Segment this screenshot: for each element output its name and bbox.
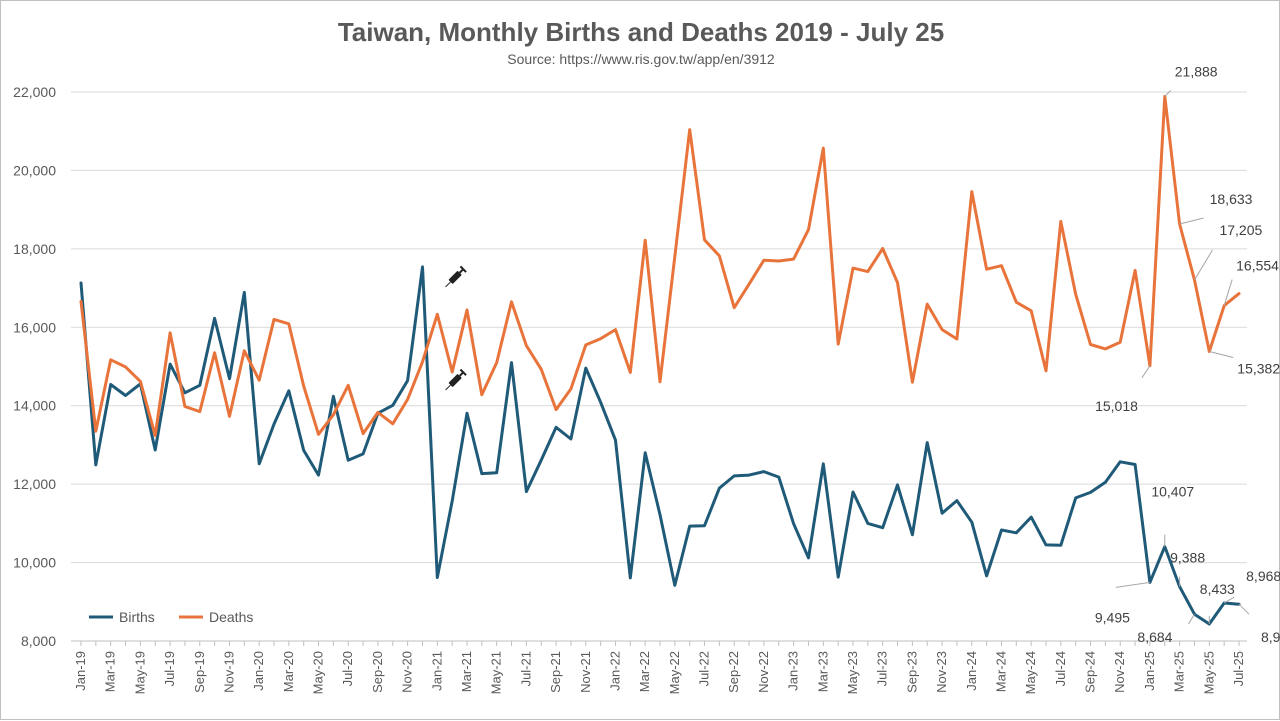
- data-label-births: 8,684: [1137, 629, 1172, 645]
- leader-line: [1115, 581, 1150, 588]
- x-tick-label: Nov-19: [221, 651, 236, 693]
- data-label-deaths: 17,205: [1219, 222, 1262, 238]
- y-tick-label: 22,000: [13, 84, 56, 100]
- leader-line: [1194, 249, 1213, 281]
- x-tick-label: Mar-22: [637, 651, 652, 692]
- data-label-births: 9,495: [1095, 609, 1130, 625]
- x-tick-label: Jan-22: [607, 651, 622, 691]
- leader-line: [1164, 90, 1172, 97]
- x-tick-label: Jan-23: [786, 651, 801, 691]
- data-label-deaths: 16,554: [1236, 258, 1279, 274]
- x-tick-label: Jul-23: [875, 651, 890, 686]
- y-tick-label: 12,000: [13, 476, 56, 492]
- x-tick-label: Sep-23: [904, 651, 919, 693]
- x-tick-label: Nov-21: [578, 651, 593, 693]
- x-tick-label: Nov-20: [400, 651, 415, 693]
- data-label-births: 8,939: [1261, 629, 1280, 645]
- x-tick-label: Mar-21: [459, 651, 474, 692]
- data-label-deaths: 15,382: [1237, 361, 1280, 377]
- y-axis: 8,000 10,000 12,000 14,000 16,000 18,000 20,00…: [13, 84, 56, 649]
- y-tick-label: 20,000: [13, 162, 56, 178]
- x-tick-label: Nov-24: [1112, 651, 1127, 693]
- series-line-births: [79, 265, 1241, 626]
- x-tick-label: Sep-21: [548, 651, 563, 693]
- y-tick-label: 8,000: [21, 633, 56, 649]
- series-lines: [79, 94, 1241, 626]
- x-tick-label: Jul-25: [1231, 651, 1246, 686]
- y-tick-label: 14,000: [13, 398, 56, 414]
- y-tick-label: 16,000: [13, 319, 56, 335]
- leader-line: [1141, 365, 1151, 379]
- x-tick-label: Mar-24: [993, 651, 1008, 692]
- chart-subtitle: Source: https://www.ris.gov.tw/app/en/39…: [507, 51, 775, 67]
- x-tick-label: Jul-21: [518, 651, 533, 686]
- x-tick-label: Jul-22: [697, 651, 712, 686]
- leader-line: [1188, 613, 1195, 625]
- chart-title: Taiwan, Monthly Births and Deaths 2019 -…: [338, 17, 944, 47]
- y-tick-label: 10,000: [13, 555, 56, 571]
- x-tick-label: Sep-20: [370, 651, 385, 693]
- legend-label-deaths: Deaths: [209, 609, 253, 625]
- data-label-deaths: 21,888: [1175, 63, 1218, 79]
- x-tick-label: Jul-24: [1053, 651, 1068, 686]
- data-label-births: 8,968: [1246, 568, 1280, 584]
- data-label-deaths: 18,633: [1210, 191, 1253, 207]
- leader-line: [1223, 596, 1235, 604]
- x-tick-label: Jan-24: [964, 651, 979, 691]
- x-tick-label: Mar-25: [1172, 651, 1187, 692]
- x-tick-label: Jan-21: [429, 651, 444, 691]
- syringe-icon: [445, 368, 467, 391]
- x-tick-label: May-24: [1023, 651, 1038, 694]
- x-tick-label: May-22: [667, 651, 682, 694]
- x-tick-label: Jan-19: [73, 651, 88, 691]
- legend-label-births: Births: [119, 609, 155, 625]
- x-tick-label: Nov-22: [756, 651, 771, 693]
- series-line-deaths: [79, 94, 1241, 437]
- x-tick-label: Nov-23: [934, 651, 949, 693]
- x-tick-label: Mar-20: [281, 651, 296, 692]
- leader-line: [1179, 217, 1204, 225]
- data-labels: 9,495 10,407 9,388 8,684 8,433 8,968 8,939 15,0…: [1095, 63, 1280, 645]
- syringe-markers: [445, 265, 467, 391]
- x-tick-label: Jan-20: [251, 651, 266, 691]
- x-tick-label: Sep-22: [726, 651, 741, 693]
- x-tick-label: Sep-19: [192, 651, 207, 693]
- leader-line: [1238, 603, 1250, 615]
- data-label-births: 8,433: [1200, 581, 1235, 597]
- data-label-deaths: 15,018: [1095, 398, 1138, 414]
- syringe-icon: [445, 265, 467, 288]
- gridlines: [71, 91, 1247, 642]
- leader-line: [1223, 279, 1233, 306]
- x-tick-label: Mar-19: [103, 651, 118, 692]
- x-tick-label: Sep-24: [1083, 651, 1098, 693]
- x-tick-label: Mar-23: [815, 651, 830, 692]
- x-tick-label: May-19: [132, 651, 147, 694]
- x-tick-label: May-20: [311, 651, 326, 694]
- leader-line: [1209, 351, 1234, 359]
- data-label-births: 10,407: [1151, 484, 1194, 500]
- x-tick-label: Jul-20: [340, 651, 355, 686]
- legend: Births Deaths: [89, 609, 253, 625]
- x-axis: Jan-19 Mar-19 May-19 Jul-19 Sep-19 Nov-19 Jan-…: [71, 640, 1247, 694]
- x-tick-label: May-25: [1201, 651, 1216, 694]
- x-tick-label: Jan-25: [1142, 651, 1157, 691]
- y-tick-label: 18,000: [13, 241, 56, 257]
- x-tick-label: May-23: [845, 651, 860, 694]
- data-label-births: 9,388: [1170, 550, 1205, 566]
- x-tick-label: May-21: [489, 651, 504, 694]
- x-tick-label: Jul-19: [162, 651, 177, 686]
